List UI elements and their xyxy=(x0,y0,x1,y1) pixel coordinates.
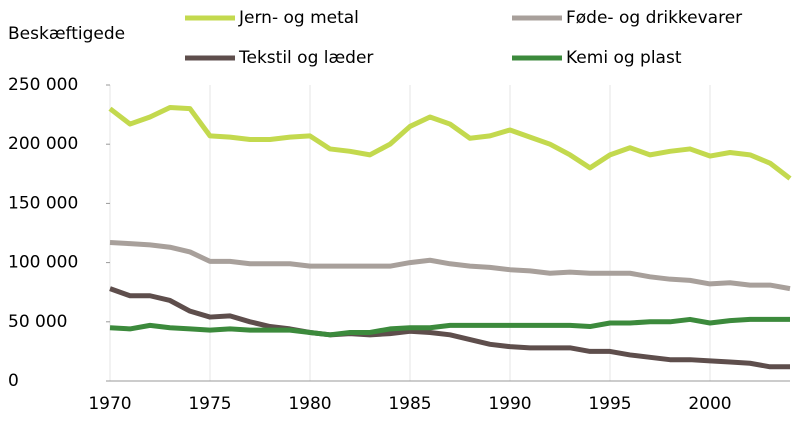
legend-label: Jern- og metal xyxy=(238,8,359,28)
legend-label: Føde- og drikkevarer xyxy=(566,8,742,28)
legend-label: Tekstil og læder xyxy=(238,48,373,68)
series-line xyxy=(108,104,792,181)
x-tick-label: 1990 xyxy=(488,394,531,414)
y-axis-label: Beskæftigede xyxy=(8,24,125,44)
y-tick-label: 250 000 xyxy=(8,75,78,95)
x-tick-label: 1985 xyxy=(388,394,431,414)
y-tick-label: 200 000 xyxy=(8,134,78,154)
x-tick-label: 1980 xyxy=(288,394,331,414)
series-line xyxy=(109,239,791,292)
x-tick-label: 2000 xyxy=(688,394,731,414)
y-tick-label: 50 000 xyxy=(8,312,67,332)
y-tick-label: 0 xyxy=(8,371,19,391)
series-line xyxy=(109,286,790,370)
y-tick-label: 100 000 xyxy=(8,253,78,273)
x-tick-label: 1975 xyxy=(188,394,231,414)
y-tick-label: 150 000 xyxy=(8,193,78,213)
x-tick-label: 1970 xyxy=(88,394,131,414)
legend-label: Kemi og plast xyxy=(566,48,682,68)
x-tick-label: 1995 xyxy=(588,394,631,414)
series-line xyxy=(109,316,790,338)
